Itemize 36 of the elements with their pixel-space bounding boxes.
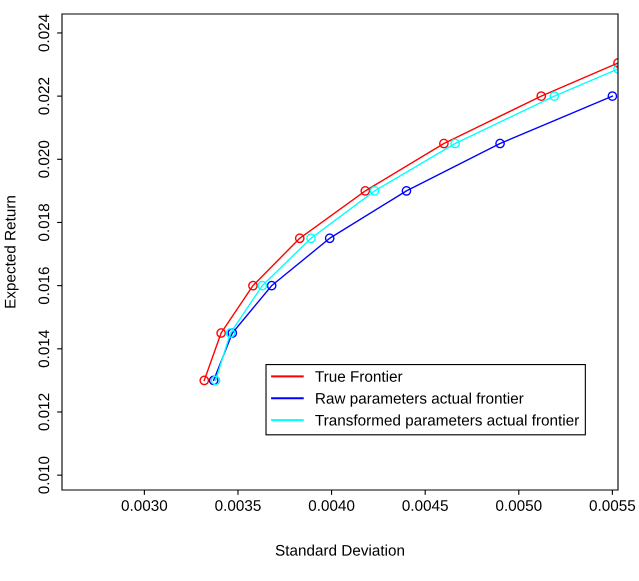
point	[257, 280, 268, 290]
y-tick-label: 0.010	[38, 456, 50, 494]
y-axis-title: Expected Return	[4, 196, 19, 308]
x-tick-label: 0.0045	[402, 500, 448, 511]
point	[402, 186, 412, 196]
x-tick-label: 0.0035	[215, 500, 261, 511]
y-tick-label: 0.022	[38, 78, 50, 115]
point	[324, 233, 335, 244]
y-tick-label: 0.018	[38, 204, 50, 241]
legend-label: Raw parameters actual frontier	[316, 392, 524, 407]
y-tick-label: 0.014	[38, 330, 50, 368]
x-tick-label: 0.0030	[122, 500, 168, 511]
point	[294, 233, 305, 244]
x-axis-title: Standard Deviation	[276, 544, 404, 556]
point	[608, 91, 618, 101]
legend-label: True Frontier	[315, 370, 402, 382]
point	[266, 280, 277, 290]
y-tick-label: 0.020	[38, 140, 50, 178]
point	[439, 138, 449, 148]
point	[495, 138, 505, 148]
point	[450, 138, 460, 148]
point	[370, 186, 380, 196]
x-tick-label: 0.0055	[590, 500, 636, 511]
y-tick-label: 0.012	[38, 394, 50, 430]
x-tick-label: 0.0050	[496, 500, 542, 511]
y-tick-label: 0.024	[38, 14, 50, 52]
y-tick-label: 0.016	[38, 267, 50, 304]
point	[248, 280, 258, 290]
point	[549, 91, 560, 101]
point	[536, 91, 546, 101]
legend-label: Transformed parameters actual frontier	[315, 414, 579, 429]
point	[199, 376, 210, 386]
point	[216, 328, 226, 338]
point	[360, 186, 370, 196]
x-tick-label: 0.0040	[308, 500, 354, 511]
point	[306, 233, 316, 244]
